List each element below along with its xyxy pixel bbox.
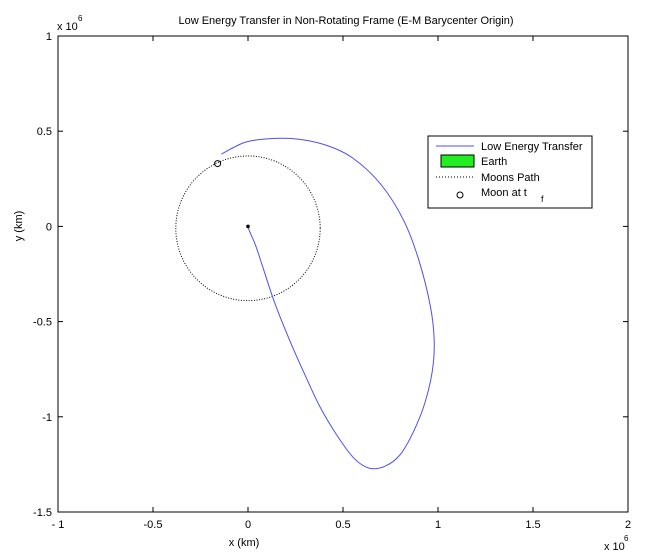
legend-label-earth: Earth (481, 156, 507, 168)
x-tick-label: 1.5 (525, 519, 540, 531)
series-moons-path (175, 155, 321, 302)
x-tick-label: - 1 (52, 519, 65, 531)
plot-area (175, 137, 435, 470)
y-tick-label: -1.5 (33, 507, 52, 519)
x-tick-label: 0.5 (335, 519, 350, 531)
x-axis-exponent: x 10 (604, 541, 625, 553)
x-axis-ticks: - 1 -0.5 0 0.5 1 1.5 2 (52, 36, 631, 531)
chart-title: Low Energy Transfer in Non-Rotating Fram… (178, 15, 513, 27)
series-low-energy-transfer (221, 137, 435, 470)
y-tick-label: 0 (46, 221, 52, 233)
moon-at-tf-marker (214, 160, 222, 168)
legend-label-moon-at-tf-subscript: f (541, 194, 544, 204)
y-tick-label: -0.5 (33, 317, 52, 329)
legend-label-moon-at-tf: Moon at t (481, 187, 527, 199)
x-tick-label: 1 (435, 519, 441, 531)
y-tick-label: 0.5 (37, 126, 52, 138)
y-axis-exponent: x 10 (57, 21, 78, 33)
y-tick-label: 1 (46, 31, 52, 43)
x-axis-exponent-power: 6 (624, 534, 629, 543)
legend-swatch-moon-at-tf (456, 191, 464, 199)
x-tick-label: 2 (625, 519, 631, 531)
x-tick-label: 0 (245, 519, 251, 531)
y-axis-exponent-power: 6 (78, 14, 83, 23)
legend: Low Energy Transfer Earth Moons Path Moo… (427, 135, 593, 209)
legend-swatch-earth (440, 154, 475, 168)
y-axis-ticks: -1.5 -1 -0.5 0 0.5 1 (33, 31, 628, 519)
y-axis-label: y (km) (13, 211, 25, 242)
legend-label-low-energy-transfer: Low Energy Transfer (481, 141, 583, 153)
earth-marker (246, 224, 250, 229)
x-tick-label: -0.5 (144, 519, 163, 531)
x-axis-label: x (km) (229, 537, 260, 549)
legend-box (427, 135, 593, 209)
legend-label-moons-path: Moons Path (481, 172, 540, 184)
y-tick-label: -1 (42, 412, 52, 424)
